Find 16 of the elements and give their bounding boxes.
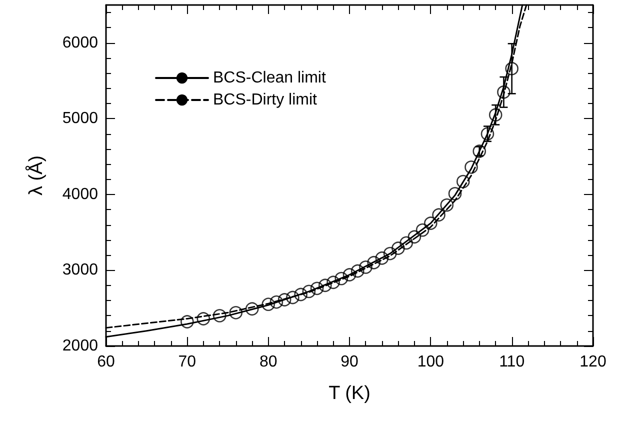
y-tick-label: 6000 [62,34,98,52]
x-tick-label: 80 [259,354,278,370]
x-tick-label: 90 [340,354,358,370]
x-tick-label: 120 [580,354,606,370]
x-tick-label: 100 [417,354,444,370]
legend-label: BCS-Clean limit [213,70,326,86]
x-axis-title: T (K) [328,383,370,404]
x-tick-label: 110 [499,354,525,370]
x-tick-label: 60 [97,354,115,370]
y-axis-title: λ (Å) [25,155,47,196]
y-tick-label: 3000 [62,262,98,279]
y-tick-label: 4000 [62,186,98,203]
x-tick-label: 70 [178,354,196,370]
y-tick-label: 2000 [62,338,98,354]
y-tick-label: 5000 [62,110,98,128]
legend-label: BCS-Dirty limit [213,92,318,108]
